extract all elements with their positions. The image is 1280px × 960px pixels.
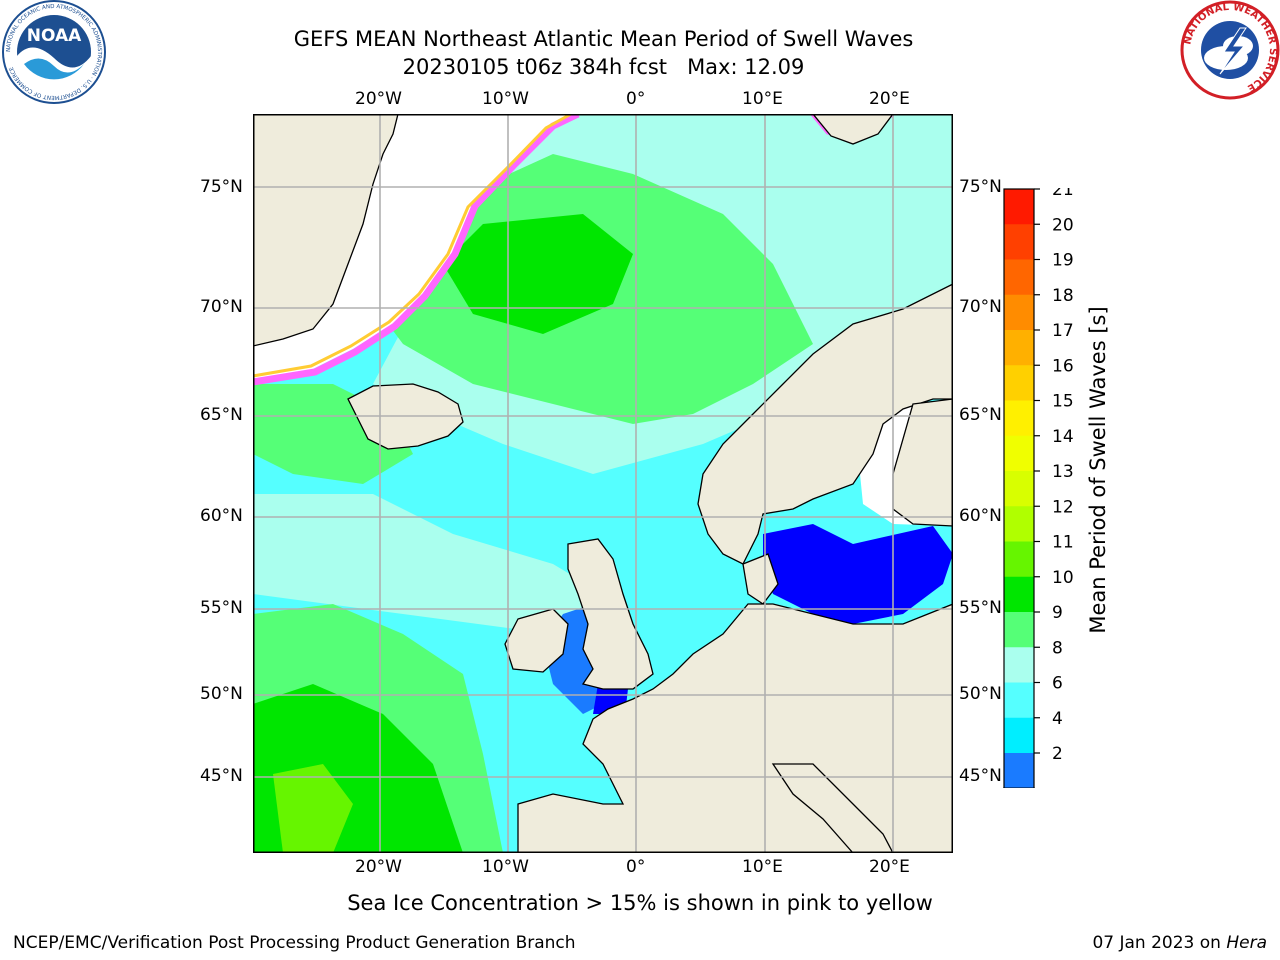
swell-11-12s-southwest bbox=[273, 764, 353, 853]
lat-label-left: 75°N bbox=[200, 177, 243, 197]
map-border bbox=[253, 114, 953, 853]
lat-label-left: 60°N bbox=[200, 506, 243, 526]
swell-below-2s-baltic bbox=[763, 524, 953, 624]
colorbar-tick-label: 9 bbox=[1052, 603, 1063, 623]
colorbar-tick-label: 13 bbox=[1052, 462, 1074, 482]
lat-label-right: 60°N bbox=[959, 506, 1002, 526]
footer-date: 07 Jan 2023 on bbox=[1092, 933, 1227, 953]
colorbar-band bbox=[1004, 365, 1034, 401]
colorbar-tick-label: 2 bbox=[1052, 744, 1063, 764]
land-svalbard bbox=[812, 114, 894, 145]
colorbar-band bbox=[1004, 717, 1034, 754]
colorbar-title: Mean Period of Swell Waves [s] bbox=[1086, 306, 1110, 634]
lon-label-top: 0° bbox=[626, 89, 646, 109]
land bbox=[253, 114, 953, 853]
colorbar-band bbox=[1004, 612, 1034, 648]
lon-label-top: 10°W bbox=[482, 89, 529, 109]
colorbar-band bbox=[1004, 224, 1034, 260]
lat-label-left: 45°N bbox=[200, 766, 243, 786]
nws-logo: NATIONAL WEATHER SERVICE bbox=[1180, 0, 1280, 104]
colorbar-tick-label: 11 bbox=[1052, 533, 1074, 553]
lon-label-bottom: 10°E bbox=[742, 857, 783, 877]
swell-10-11s-north bbox=[443, 214, 633, 334]
lon-label-bottom: 0° bbox=[626, 857, 646, 877]
colorbar-tick-label: 18 bbox=[1052, 286, 1074, 306]
colorbar-band bbox=[1004, 576, 1034, 613]
colorbar-tick-label: 20 bbox=[1052, 215, 1074, 235]
lon-label-bottom: 20°E bbox=[869, 857, 910, 877]
colorbar-tick-label: 15 bbox=[1052, 392, 1074, 412]
lon-label-bottom: 20°W bbox=[355, 857, 402, 877]
lon-label-top: 10°E bbox=[742, 89, 783, 109]
footer-host: Hera bbox=[1226, 933, 1267, 953]
colorbar-band bbox=[1004, 435, 1034, 472]
colorbar-tick-label: 4 bbox=[1052, 709, 1063, 729]
lat-label-left: 65°N bbox=[200, 405, 243, 425]
colorbar-band bbox=[1004, 259, 1034, 296]
land-denmark bbox=[742, 553, 779, 605]
sea-ice-edge-inner bbox=[253, 114, 572, 378]
colorbar-band bbox=[1004, 471, 1034, 507]
colorbar-band bbox=[1004, 541, 1034, 578]
lat-label-right: 55°N bbox=[959, 598, 1002, 618]
colorbar-band bbox=[1004, 682, 1034, 719]
lat-label-left: 55°N bbox=[200, 598, 243, 618]
colorbar-tick-label: 21 bbox=[1052, 188, 1074, 200]
lon-label-top: 20°E bbox=[869, 89, 910, 109]
colorbar-tick-label: 19 bbox=[1052, 251, 1074, 271]
land-greenland bbox=[253, 114, 399, 347]
lat-label-right: 75°N bbox=[959, 177, 1002, 197]
land-ireland bbox=[504, 608, 569, 673]
noaa-logo-text: NOAA bbox=[27, 26, 82, 46]
lat-label-left: 70°N bbox=[200, 297, 243, 317]
colorbar-tick-label: 10 bbox=[1052, 568, 1074, 588]
footer-credit: NCEP/EMC/Verification Post Processing Pr… bbox=[13, 933, 576, 953]
colorbar-band bbox=[1004, 753, 1034, 789]
colorbar-band bbox=[1004, 189, 1034, 225]
lat-label-right: 70°N bbox=[959, 297, 1002, 317]
colorbar-band bbox=[1004, 506, 1034, 542]
map-panel bbox=[253, 114, 953, 853]
noaa-logo: NATIONAL OCEANIC AND ATMOSPHERIC ADMINIS… bbox=[2, 0, 106, 108]
graticule bbox=[253, 114, 953, 853]
lat-label-right: 45°N bbox=[959, 766, 1002, 786]
colorbar-tick-label: 16 bbox=[1052, 356, 1074, 376]
lat-label-right: 65°N bbox=[959, 405, 1002, 425]
colorbar-band bbox=[1004, 647, 1034, 683]
swell-8-9s-west bbox=[253, 494, 603, 634]
map-canvas bbox=[253, 114, 953, 853]
colorbar-band bbox=[1004, 400, 1034, 437]
lat-label-right: 50°N bbox=[959, 684, 1002, 704]
map-subtitle: 20230105 t06z 384h fcst Max: 12.09 bbox=[402, 55, 805, 79]
colorbar-tick-label: 8 bbox=[1052, 638, 1063, 658]
lat-label-left: 50°N bbox=[200, 684, 243, 704]
colorbar-tick-label: 12 bbox=[1052, 497, 1074, 517]
sea-ice-edge bbox=[253, 114, 580, 386]
lon-label-top: 20°W bbox=[355, 89, 402, 109]
colorbar-tick-label: 14 bbox=[1052, 427, 1074, 447]
lon-label-bottom: 10°W bbox=[482, 857, 529, 877]
colorbar-tick-label: 17 bbox=[1052, 321, 1074, 341]
sea-ice-note: Sea Ice Concentration > 15% is shown in … bbox=[347, 891, 933, 915]
colorbar-band bbox=[1004, 294, 1034, 331]
colorbar-tick-label: 6 bbox=[1052, 674, 1063, 694]
footer-timestamp: 07 Jan 2023 on Hera bbox=[1092, 933, 1267, 953]
colorbar-band bbox=[1004, 330, 1034, 366]
map-title: GEFS MEAN Northeast Atlantic Mean Period… bbox=[293, 27, 914, 51]
